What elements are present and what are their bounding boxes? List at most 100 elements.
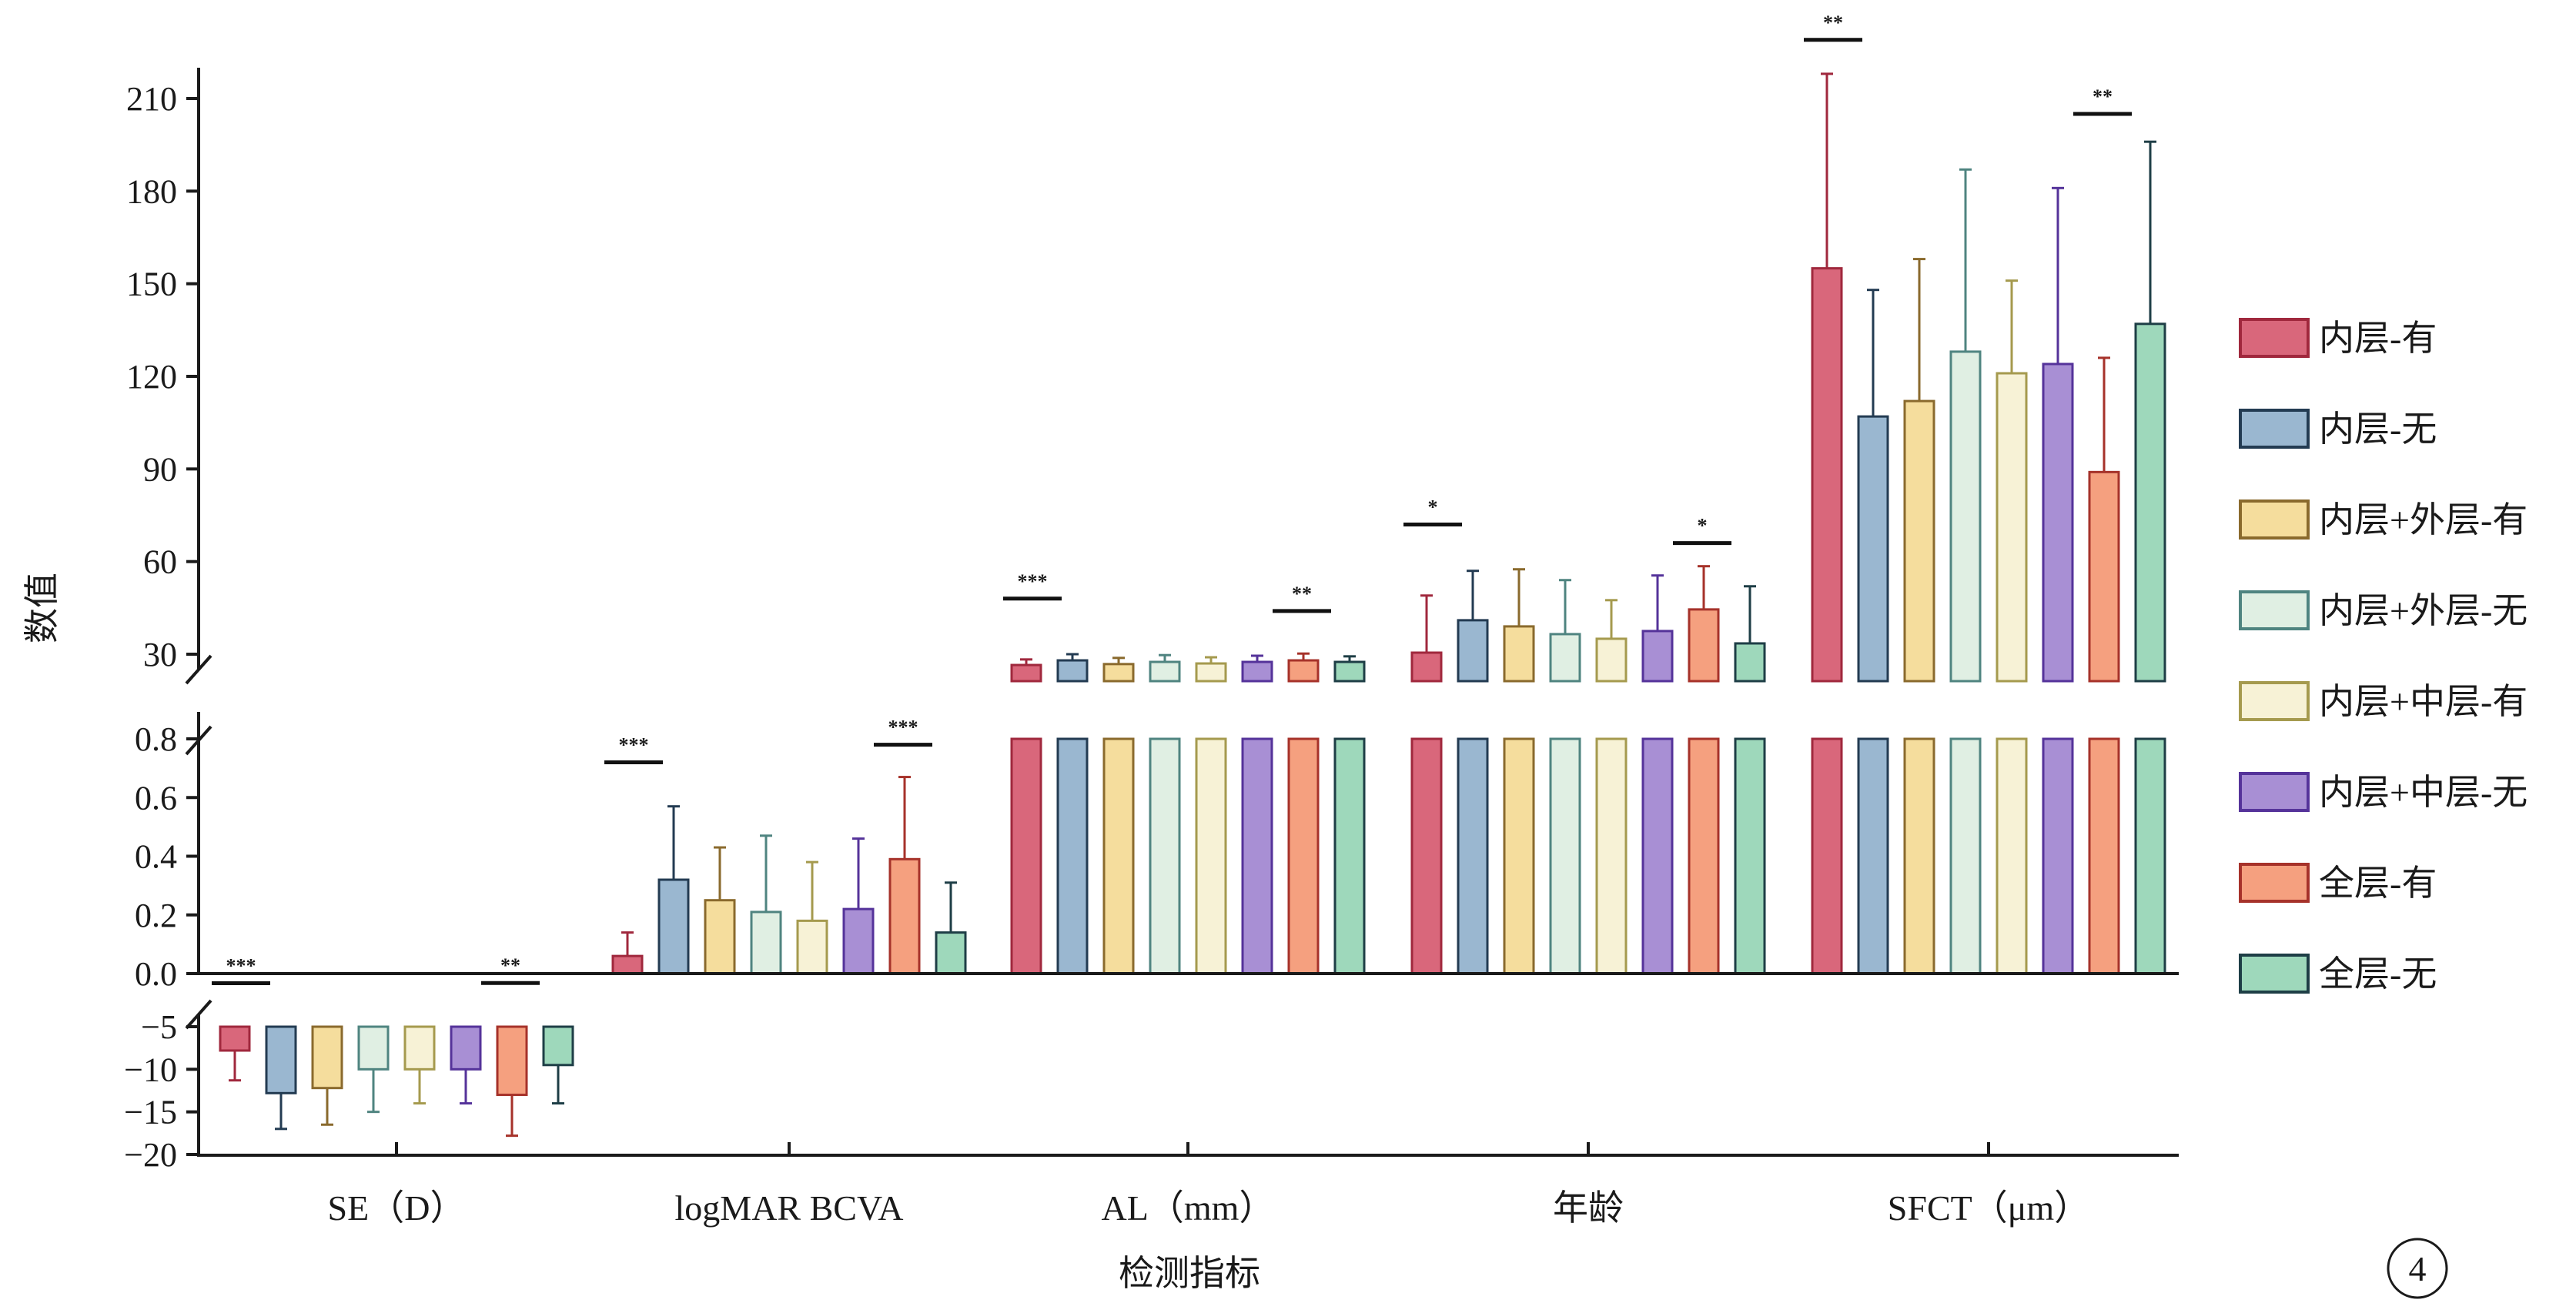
bar-lower [1734, 737, 1766, 975]
significance-label: *** [888, 717, 918, 739]
bar [888, 857, 921, 975]
significance-label: *** [226, 954, 256, 977]
bar [1056, 659, 1089, 683]
bar [1996, 372, 2028, 683]
significance-label: ** [1292, 583, 1312, 605]
significance-layer: *** ******************* [212, 12, 2132, 985]
bar [1149, 660, 1181, 683]
panel-number-text: 4 [2409, 1249, 2427, 1288]
significance-label: ** [2093, 85, 2113, 108]
bar [1688, 608, 1720, 683]
bar [1641, 630, 1674, 683]
legend-swatch [2239, 681, 2310, 721]
significance-label: * [1428, 496, 1438, 519]
x-axis-title: 检测指标 [1119, 1254, 1260, 1293]
bar-lower [1241, 737, 1273, 975]
bar-lower [1903, 737, 1935, 975]
bar [1102, 663, 1135, 683]
bar [796, 919, 828, 975]
bar [1903, 399, 1935, 683]
legend-swatch [2239, 954, 2310, 994]
bar [842, 907, 875, 975]
significance-label: *** [1018, 570, 1048, 593]
y-tick-label: 0.0 [135, 955, 177, 993]
legend-label: 内层+外层-无 [2319, 591, 2527, 630]
y-tick-label: 60 [143, 543, 177, 581]
legend-swatch [2239, 409, 2310, 449]
bar-lower [1996, 737, 2028, 975]
bar-lower [1457, 737, 1489, 975]
y-tick-label: 90 [143, 450, 177, 488]
y-tick-label: −15 [124, 1094, 177, 1131]
y-tick-label: 30 [143, 636, 177, 673]
legend: 内层-有内层-无内层+外层-有内层+外层-无内层+中层-有内层+中层-无全层-有… [2239, 318, 2527, 994]
y-tick-label: 210 [126, 80, 177, 118]
bar-lower [2042, 737, 2074, 975]
significance-label: ** [1823, 12, 1843, 34]
bar [1333, 660, 1366, 683]
bar [935, 931, 967, 975]
bar [496, 1025, 528, 1097]
x-category-label: AL（mm） [1102, 1188, 1275, 1228]
bar [357, 1025, 390, 1071]
bar [450, 1025, 482, 1071]
axis-break-mark [185, 999, 212, 1030]
bar [1195, 662, 1227, 683]
y-axis-title: 数值 [22, 573, 62, 643]
legend-swatch [2239, 318, 2310, 358]
y-tick-label: 0.2 [135, 897, 177, 934]
x-category-label: 年龄 [1553, 1188, 1624, 1228]
bar [403, 1025, 436, 1071]
significance-label: * [1698, 515, 1708, 537]
y-tick-label: −5 [141, 1008, 177, 1046]
bars-layer [219, 72, 2166, 1138]
bar [657, 878, 690, 975]
bar [1595, 637, 1628, 683]
bar-lower [1811, 737, 1843, 975]
bar-lower [2134, 737, 2166, 975]
bar-lower [1056, 737, 1089, 975]
bar-lower [1857, 737, 1889, 975]
legend-label: 内层-有 [2319, 319, 2437, 358]
y-tick-label: −20 [124, 1136, 177, 1174]
bar [2134, 322, 2166, 683]
bar [1241, 660, 1273, 683]
bar [2088, 470, 2120, 683]
legend-label: 全层-无 [2319, 954, 2437, 994]
significance-label: *** [619, 734, 649, 757]
bar [704, 899, 736, 975]
bar-lower [1503, 737, 1535, 975]
bar-lower [1195, 737, 1227, 975]
bar-lower [2088, 737, 2120, 975]
y-tick-label: 0.6 [135, 779, 177, 817]
bar [1457, 619, 1489, 683]
significance-label: ** [500, 954, 520, 977]
x-category-label: logMAR BCVA [675, 1188, 904, 1228]
x-category-label: SE（D） [328, 1188, 466, 1228]
bar [1549, 633, 1581, 683]
legend-swatch [2239, 772, 2310, 812]
bar [311, 1025, 343, 1090]
bar [611, 954, 644, 975]
legend-swatch [2239, 590, 2310, 630]
bar [265, 1025, 297, 1094]
axis-break-mark [185, 654, 212, 685]
bar [1949, 350, 1982, 683]
bar-lower [1102, 737, 1135, 975]
bar [750, 910, 782, 975]
bar-lower [1010, 737, 1042, 975]
legend-label: 全层-有 [2319, 864, 2437, 903]
y-tick-label: 0.8 [135, 720, 177, 758]
legend-label: 内层+外层-有 [2319, 500, 2527, 540]
bar-lower [1595, 737, 1628, 975]
bar [542, 1025, 574, 1067]
bar-lower [1333, 737, 1366, 975]
axes-layer: −5 −10 −15 −20 0.0 0.2 0.4 0.6 0.8 30 60 90 120 150 18… [124, 68, 2179, 1228]
y-tick-label: −10 [124, 1051, 177, 1088]
y-tick-label: 150 [126, 266, 177, 303]
x-category-label: SFCT（μm） [1888, 1188, 2089, 1228]
bar [1287, 659, 1320, 683]
y-tick-label: 180 [126, 172, 177, 210]
legend-swatch [2239, 499, 2310, 540]
bar [2042, 363, 2074, 683]
